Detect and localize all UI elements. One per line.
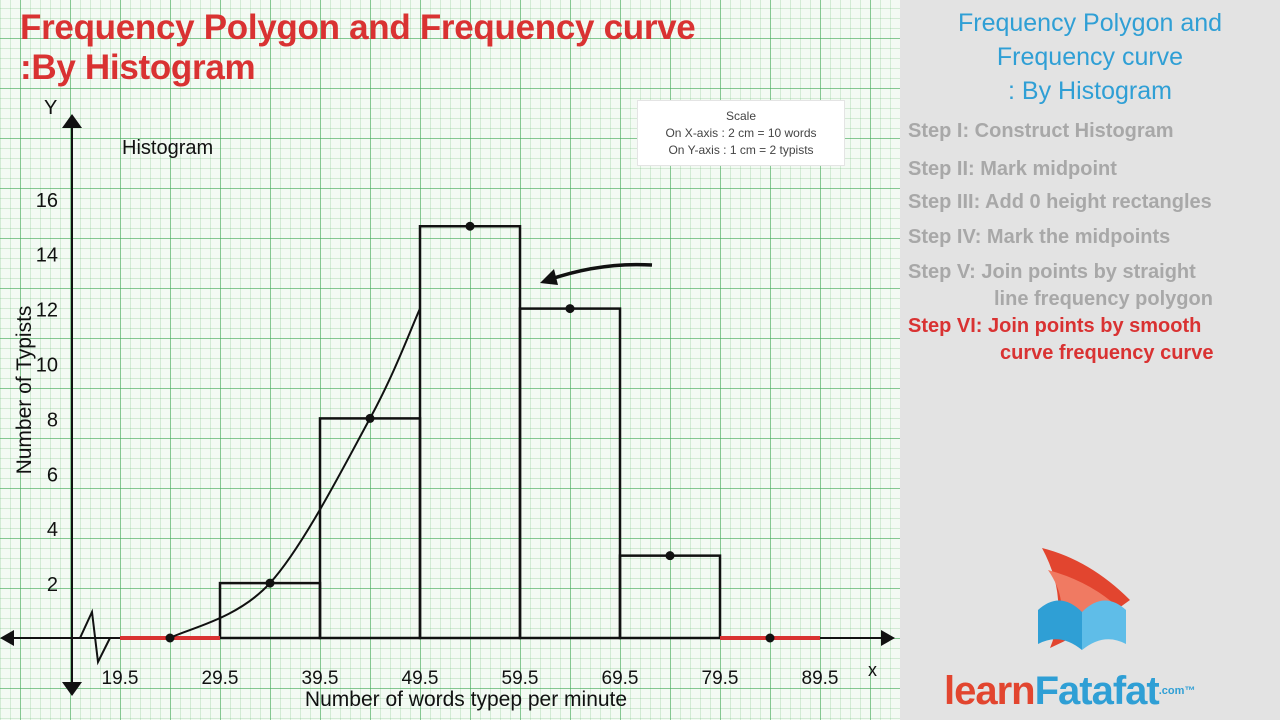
step-2-label: Step II: Mark midpoint [908, 158, 1117, 180]
side-panel-title: Frequency Polygon and Frequency curve : … [900, 6, 1280, 108]
histogram-bar [318, 417, 422, 640]
x-axis-title: Number of words typep per minute [305, 688, 627, 711]
scale-heading: Scale [725, 109, 757, 123]
histogram-bar [418, 225, 522, 640]
histogram-bar [618, 554, 722, 640]
midpoint-marker [565, 304, 575, 314]
step-4-label: Step IV: Mark the midpoints [908, 226, 1171, 248]
x-tick-label: 49.5 [402, 668, 439, 689]
annotation-arrowhead [540, 269, 558, 285]
main-title-line-2: :By Histogram [20, 48, 256, 87]
y-axis-title: Number of Typists [13, 306, 36, 475]
side-title-line-1: Frequency Polygon and [957, 9, 1223, 37]
frequency-curve [169, 308, 421, 639]
x-tick-label: 39.5 [302, 668, 339, 689]
step-3-label: Step III: Add 0 height rectangles [908, 191, 1212, 213]
annotation-arrow [547, 262, 653, 282]
y-tick-label: 14 [36, 245, 58, 267]
step-1: Step I: Construct Histogram [908, 118, 1174, 145]
step-5-label: Step V: Join points by straight [908, 261, 1196, 283]
step-4: Step IV: Mark the midpoints [908, 224, 1170, 251]
y-axis-letter: Y [44, 97, 57, 119]
step-5-continuation: line frequency polygon [994, 288, 1213, 310]
step-5: Step V: Join points by straight line fre… [908, 259, 1213, 313]
histogram-bar [518, 307, 622, 640]
steps-side-panel: Frequency Polygon and Frequency curve : … [900, 0, 1280, 720]
graph-paper-panel: Frequency Polygon and Frequency curve :B… [0, 0, 900, 720]
y-tick-label: 4 [47, 519, 58, 541]
midpoint-marker [265, 578, 275, 588]
y-axis-bottom-arrow [62, 682, 82, 696]
y-tick-label: 10 [36, 355, 58, 377]
y-tick-label: 16 [36, 190, 58, 212]
x-tick-label: 29.5 [202, 668, 239, 689]
chart-title-histogram: Histogram [122, 137, 213, 159]
midpoint-marker [465, 221, 475, 231]
brand-dotcom: .com [1158, 685, 1185, 697]
y-tick-label: 12 [36, 300, 58, 322]
step-2: Step II: Mark midpoint [908, 156, 1117, 183]
x-tick-label: 89.5 [802, 668, 839, 689]
midpoint-marker [765, 633, 775, 643]
step-1-label: Step I: Construct Histogram [908, 120, 1174, 142]
x-tick-label: 19.5 [102, 668, 139, 689]
scale-legend-box: Scale On X-axis : 2 cm = 10 words On Y-a… [637, 100, 845, 166]
brand-trademark: ™ [1184, 685, 1196, 697]
y-tick-label: 6 [47, 464, 58, 486]
x-axis-break-mark [79, 608, 111, 666]
learnfatafat-wordmark: learnFatafat.com™ [944, 668, 1195, 714]
main-title: Frequency Polygon and Frequency curve :B… [20, 8, 696, 88]
scale-x-axis-note: On X-axis : 2 cm = 10 words [665, 126, 817, 140]
scale-y-axis-note: On Y-axis : 1 cm = 2 typists [668, 143, 814, 157]
x-tick-label: 59.5 [502, 668, 539, 689]
x-axis-left-arrow [0, 630, 14, 646]
y-axis-top-arrow [62, 114, 82, 128]
x-tick-label: 69.5 [602, 668, 639, 689]
step-3: Step III: Add 0 height rectangles [908, 189, 1212, 216]
learnfatafat-logo-icon [1038, 548, 1130, 650]
main-title-line-1: Frequency Polygon and Frequency curve [20, 8, 696, 47]
side-title-line-2: Frequency curve [996, 43, 1184, 71]
x-axis-letter: x [868, 660, 877, 680]
step-6-continuation: curve frequency curve [1000, 342, 1214, 364]
x-tick-label: 79.5 [702, 668, 739, 689]
midpoint-marker [665, 551, 675, 561]
side-title-line-3: : By Histogram [1008, 77, 1172, 105]
x-axis-right-arrow [881, 630, 895, 646]
histogram-chart: Yx 2 4 6 8 10 12 14 16 19.5 29.5 39.5 49.5 59.5 69.5 79… [0, 97, 895, 711]
brand-fatafat: Fatafat [1034, 669, 1160, 713]
y-tick-label: 8 [47, 409, 58, 431]
step-6-label: Step VI: Join points by smooth [908, 315, 1202, 337]
y-tick-label: 2 [47, 574, 58, 596]
brand-learn: learn [944, 669, 1036, 713]
step-6-active: Step VI: Join points by smooth curve fre… [908, 313, 1213, 367]
midpoint-marker [165, 633, 175, 643]
midpoint-marker [365, 413, 375, 423]
